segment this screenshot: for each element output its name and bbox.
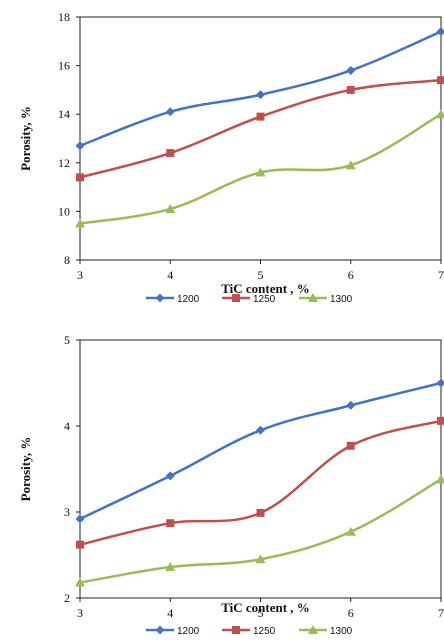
data-point-1250	[257, 113, 265, 121]
legend-label: 1300	[330, 626, 353, 637]
data-point-1250	[76, 541, 84, 549]
series-1300	[75, 109, 444, 227]
data-point-1200	[346, 401, 355, 410]
data-point-1250	[347, 86, 355, 94]
data-point-1250	[76, 173, 84, 181]
data-point-1200	[256, 90, 265, 99]
legend-label: 1200	[177, 626, 200, 637]
y-tick-label: 18	[58, 10, 70, 24]
series-1300	[75, 474, 444, 586]
legend-marker-1200	[156, 294, 165, 303]
y-tick-label: 5	[64, 333, 70, 347]
legend-label: 1250	[253, 294, 276, 305]
data-point-1300	[436, 109, 444, 118]
x-tick-label: 6	[348, 606, 354, 620]
y-axis-title: Porosity, %	[18, 106, 33, 171]
x-tick-label: 5	[258, 268, 264, 282]
legend-marker-1250	[232, 294, 240, 302]
x-tick-label: 3	[77, 606, 83, 620]
data-point-1300	[436, 474, 444, 483]
x-tick-label: 3	[77, 268, 83, 282]
data-point-1200	[166, 107, 175, 116]
series-1250	[76, 417, 444, 549]
x-tick-label: 4	[167, 606, 173, 620]
data-point-1250	[437, 417, 444, 425]
series-line-1200	[80, 32, 441, 146]
series-1200	[76, 27, 444, 150]
data-point-1200	[437, 27, 444, 36]
data-point-1250	[166, 149, 174, 157]
y-tick-label: 16	[58, 59, 70, 73]
y-tick-label: 3	[64, 505, 70, 519]
legend: 1200 1250 1300	[146, 625, 353, 637]
data-point-1250	[437, 76, 444, 84]
series-line-1250	[80, 421, 441, 545]
data-point-1200	[346, 66, 355, 75]
data-point-1200	[437, 379, 444, 388]
x-tick-label: 4	[167, 268, 173, 282]
y-tick-label: 12	[58, 156, 70, 170]
y-tick-label: 10	[58, 204, 70, 218]
legend-label: 1300	[330, 294, 353, 305]
y-tick-label: 2	[64, 591, 70, 605]
series-line-1200	[80, 383, 441, 519]
x-tick-label: 7	[438, 268, 444, 282]
legend-label: 1250	[253, 626, 276, 637]
y-axis-title: Porosity, %	[18, 437, 33, 502]
data-point-1200	[166, 471, 175, 480]
data-point-1250	[166, 519, 174, 527]
plot-frame	[80, 17, 441, 260]
legend-marker-1200	[156, 626, 165, 635]
legend-marker-1250	[232, 626, 240, 634]
data-point-1250	[257, 509, 265, 517]
series-1200	[76, 379, 444, 524]
data-point-1200	[256, 426, 265, 435]
y-tick-label: 8	[64, 253, 70, 267]
x-tick-label: 7	[438, 606, 444, 620]
x-tick-label: 6	[348, 268, 354, 282]
y-tick-label: 4	[64, 419, 70, 433]
legend-label: 1200	[177, 294, 200, 305]
x-axis-title: TiC content , %	[221, 600, 310, 615]
data-point-1200	[76, 141, 85, 150]
data-point-1250	[347, 442, 355, 450]
data-point-1200	[76, 514, 85, 523]
y-tick-label: 14	[58, 107, 70, 121]
